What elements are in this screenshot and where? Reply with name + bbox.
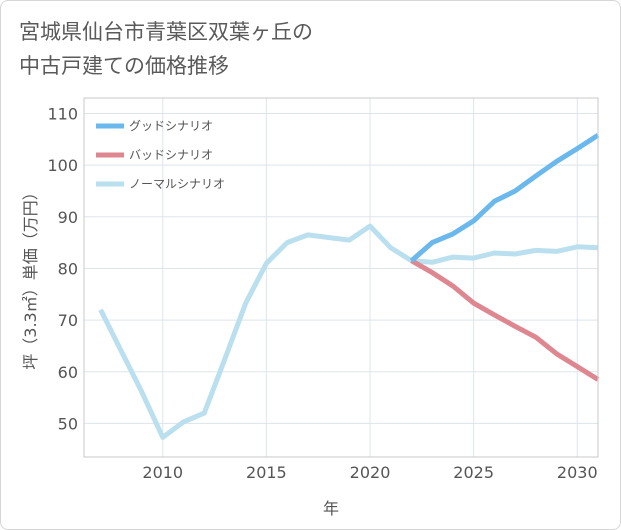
series-line [409,133,600,263]
x-tick-label: 2030 [557,463,598,482]
series-lines [98,133,600,440]
tick-labels: 2010 2015 2020 2025 2030 50 60 70 80 90 100 110 [47,104,597,482]
chart-title-line1: 宮城県仙台市青葉区双葉ヶ丘の [19,20,313,44]
y-tick-label: 70 [58,311,78,330]
series-line [410,258,600,382]
plot-frame [83,97,599,458]
y-tick-label: 110 [47,104,78,123]
x-tick-label: 2010 [142,463,183,482]
legend-label: グッドシナリオ [129,119,213,133]
chart-title: 宮城県仙台市青葉区双葉ヶ丘の 中古戸建ての価格推移 [19,15,313,83]
x-tick-label: 2025 [453,463,494,482]
y-tick-label: 90 [58,208,78,227]
legend-label: ノーマルシナリオ [129,177,225,191]
x-axis-label: 年 [323,499,339,518]
y-tick-label: 100 [47,156,78,175]
y-tick-label: 80 [58,259,78,278]
x-tick-label: 2015 [246,463,287,482]
chart-title-line2: 中古戸建ての価格推移 [19,54,229,78]
y-tick-label: 50 [58,414,78,433]
legend-label: バッドシナリオ [129,148,213,162]
series-line [98,223,599,440]
x-tick-label: 2020 [350,463,391,482]
y-tick-label: 60 [58,363,78,382]
y-axis-label: 坪（3.3㎡）単価（万円） [21,184,40,369]
grid [84,98,598,457]
